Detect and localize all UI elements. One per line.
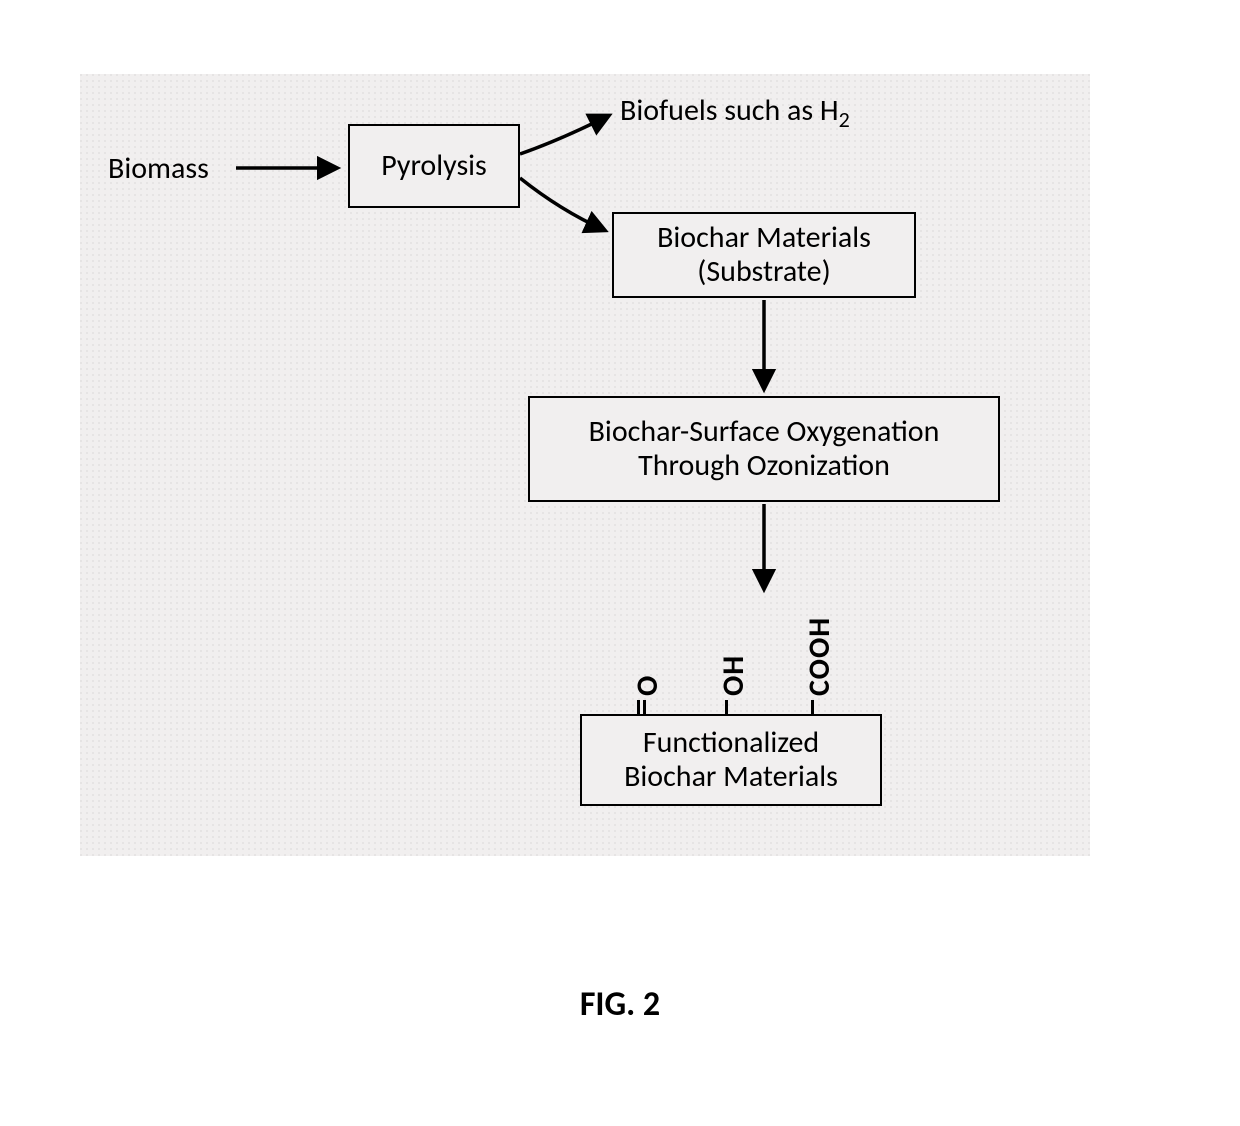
figure-caption: FIG. 2: [0, 984, 1240, 1025]
func-label-cooh: COOH: [801, 617, 838, 696]
func-label-o: O: [629, 675, 666, 696]
label-biofuels: Biofuels such as H2: [620, 92, 850, 133]
node-oxygenation-line2: Through Ozonization: [638, 449, 890, 484]
func-tick-cooh: [811, 700, 814, 714]
node-functionalized-line2: Biochar Materials: [624, 760, 838, 795]
func-tick-o-double2: [643, 700, 646, 714]
func-tick-oh: [725, 700, 728, 714]
label-biomass: Biomass: [108, 150, 209, 187]
node-oxygenation-line1: Biochar-Surface Oxygenation: [589, 415, 940, 450]
label-biofuels-text: Biofuels such as H: [620, 92, 839, 129]
func-tick-o-double1: [637, 700, 640, 714]
node-biochar-materials: Biochar Materials (Substrate): [612, 212, 916, 298]
figure-canvas: Biomass Biofuels such as H2 Pyrolysis Bi…: [0, 0, 1240, 1126]
node-biochar-line1: Biochar Materials: [657, 221, 871, 256]
func-label-oh: OH: [715, 655, 752, 696]
node-pyrolysis-text: Pyrolysis: [381, 149, 487, 184]
node-biochar-line2: (Substrate): [697, 255, 830, 290]
label-biofuels-sub: 2: [839, 106, 850, 133]
node-oxygenation: Biochar-Surface Oxygenation Through Ozon…: [528, 396, 1000, 502]
node-pyrolysis: Pyrolysis: [348, 124, 520, 208]
node-functionalized-line1: Functionalized: [643, 726, 819, 761]
node-functionalized: Functionalized Biochar Materials: [580, 714, 882, 806]
